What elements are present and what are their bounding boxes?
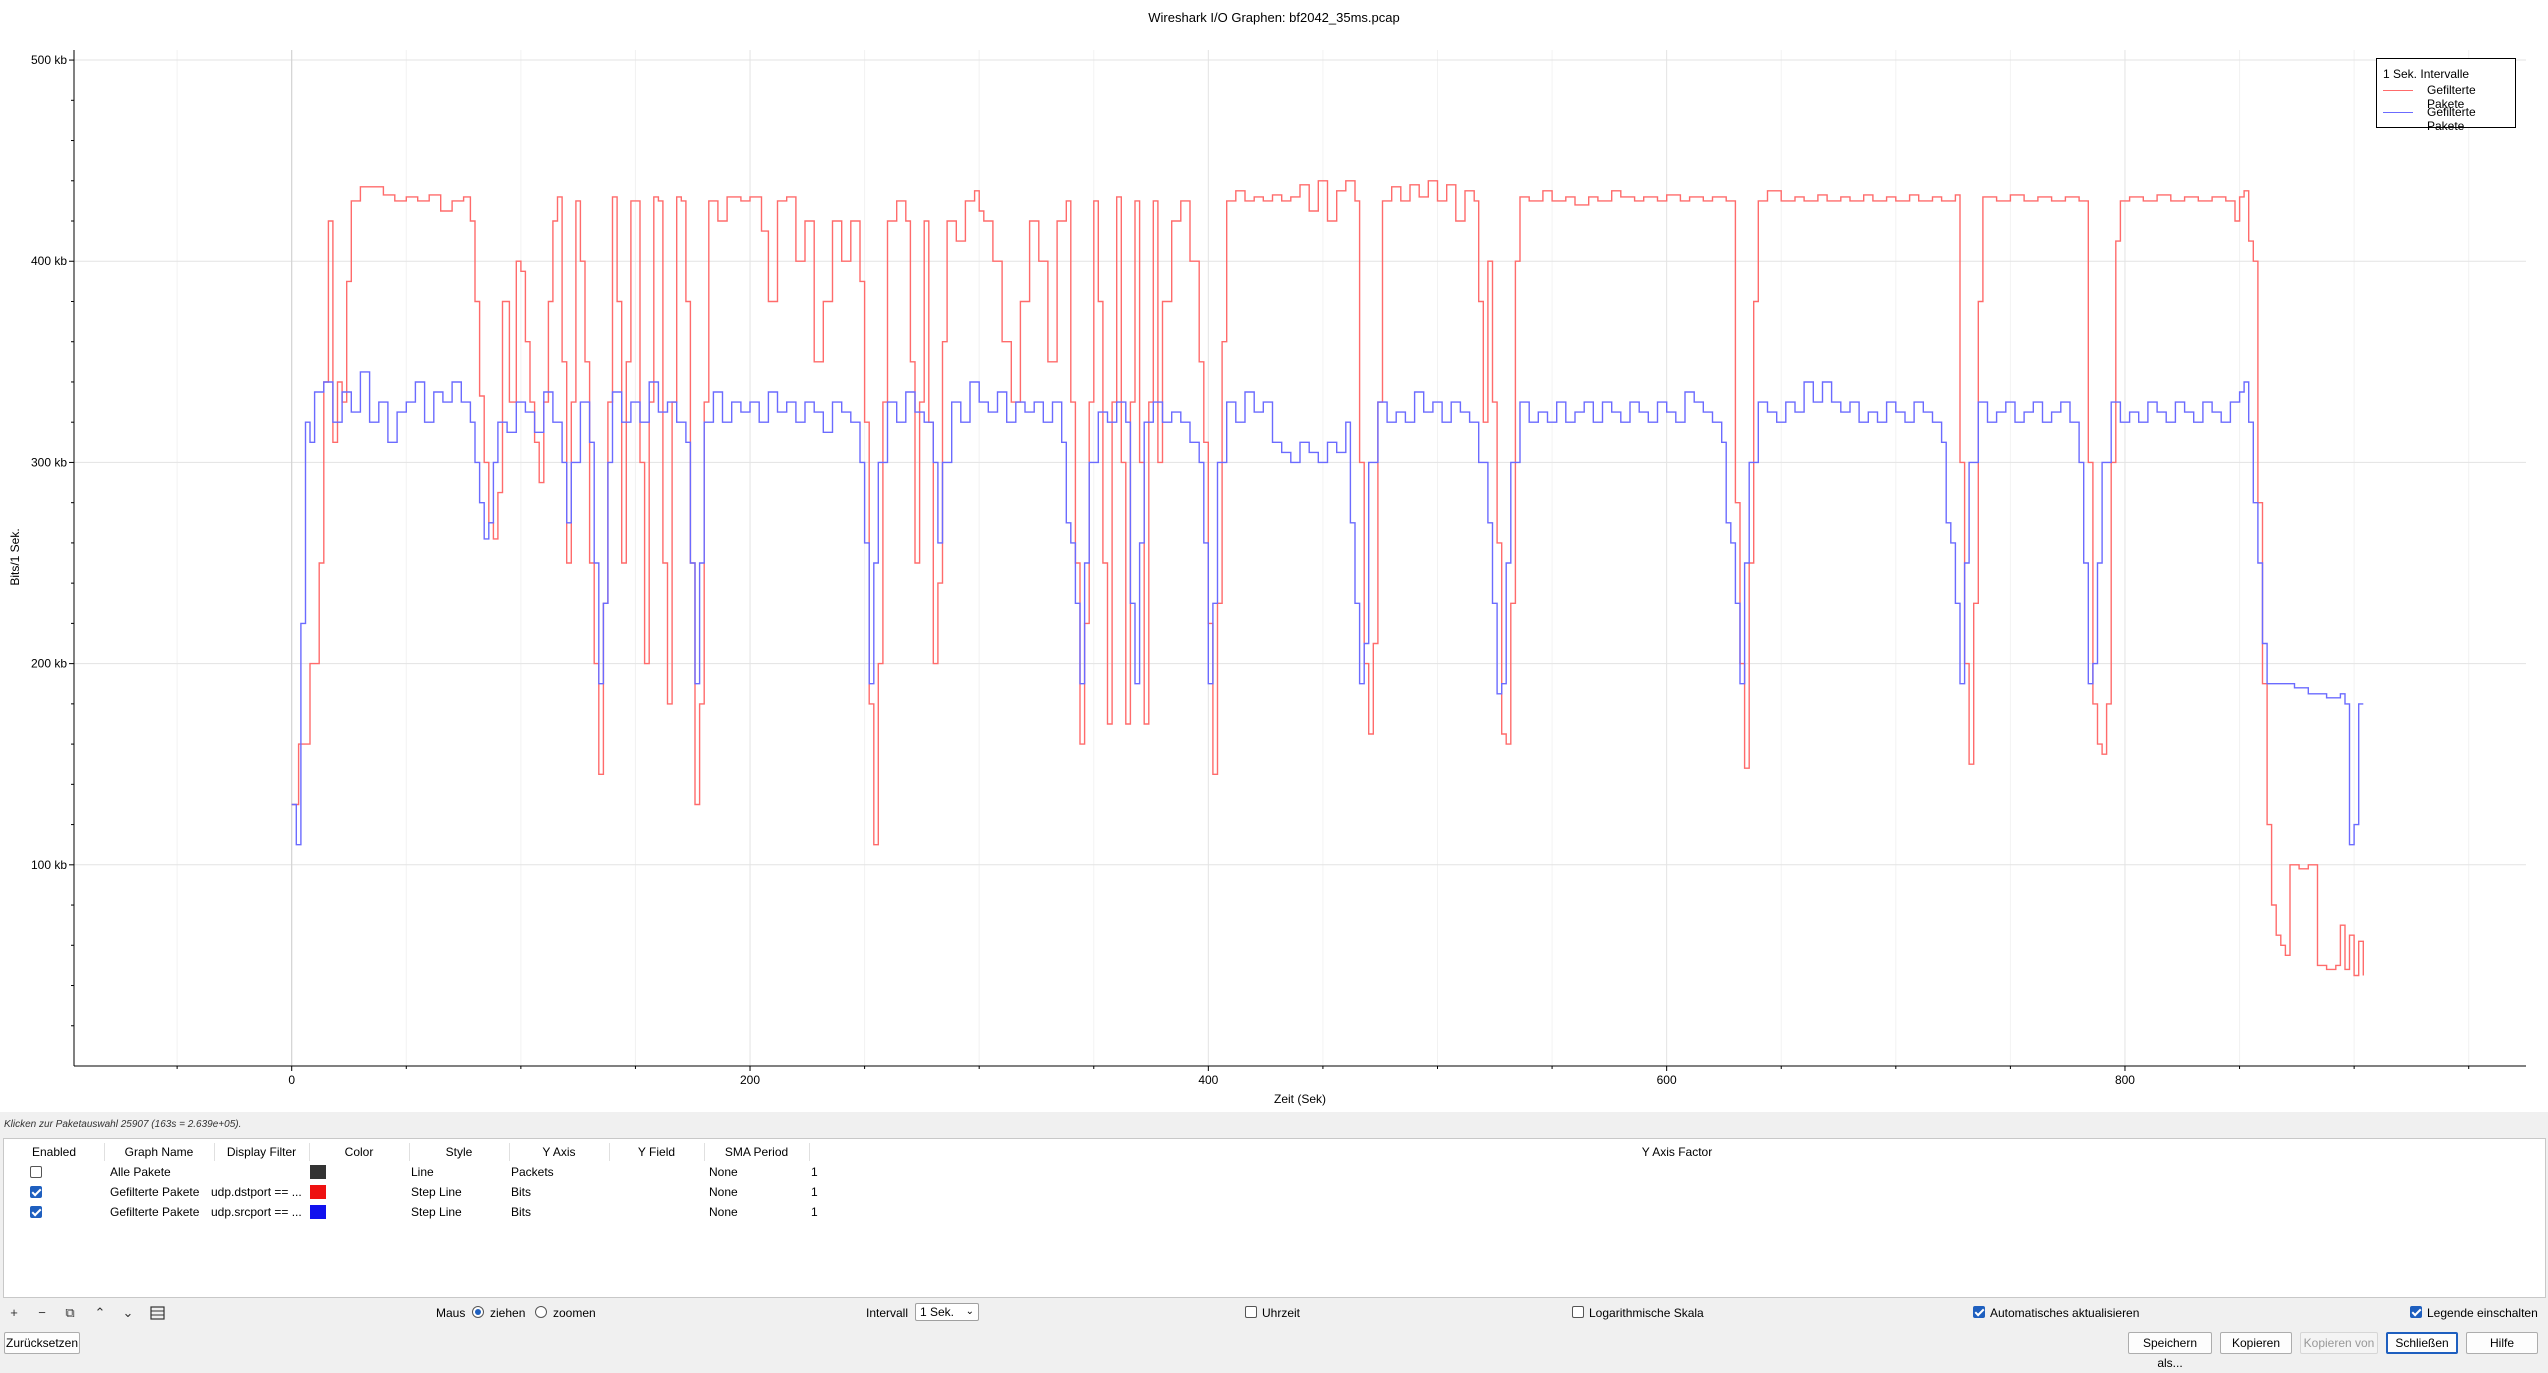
chevron-down-icon: ⌄ [965,1306,974,1317]
move-down-button[interactable]: ⌄ [122,1305,134,1320]
legend-swatch-blue [2383,112,2413,113]
y-axis-label: Bits/1 Sek. [8,528,22,585]
x-tick-label: 800 [2115,1073,2135,1087]
legend-label: Gefilterte Pakete [2427,83,2476,111]
clock-time-checkbox[interactable] [1245,1306,1257,1318]
col-header-sma-period[interactable]: SMA Period [704,1143,810,1161]
color-swatch[interactable] [310,1185,326,1199]
factor-cell: 1 [811,1185,818,1199]
display-filter-cell: udp.dstport == ... [211,1185,302,1199]
grid-lines [74,50,2526,1066]
y-tick-label: 100 kb [31,858,67,872]
y-tick-label: 400 kb [31,254,67,268]
legend-label: Gefilterte Pakete [2427,105,2476,133]
graph-name-cell: Alle Pakete [110,1165,171,1179]
io-graph-plot-area[interactable]: 0 200 400 600 800 100 kb 200 kb 300 kb 400 kb 500… [0,0,2548,1112]
legend-title: 1 Sek. Intervalle [2383,67,2470,81]
chart-legend: 1 Sek. Intervalle Gefilterte Pakete Gefi… [2376,58,2516,133]
display-filter-cell: udp.srcport == ... [211,1205,302,1219]
copy-from-button[interactable]: Kopieren von [2300,1332,2378,1354]
x-tick-label: 400 [1198,1073,1218,1087]
add-graph-button[interactable]: + [10,1305,18,1320]
graph-name-cell: Gefilterte Pakete [110,1185,200,1199]
x-axis-label: Zeit (Sek) [1274,1092,1326,1106]
color-swatch[interactable] [310,1165,326,1179]
sma-cell: None [709,1185,738,1199]
factor-cell: 1 [811,1205,818,1219]
show-legend-checkbox[interactable] [2410,1306,2422,1318]
y-axis-cell: Bits [511,1185,532,1199]
copy-graph-button[interactable]: ⧉ [65,1305,75,1320]
interval-select-value: 1 Sek. [920,1305,955,1319]
series-line-1[interactable] [291,371,2364,846]
dialog-button-bar: Zurücksetzen Speichern als... Kopieren K… [0,1330,2548,1370]
table-clear-icon [150,1306,165,1320]
col-header-enabled[interactable]: Enabled [4,1143,105,1161]
interval-label: Intervall [866,1306,909,1320]
tick-labels: 0 200 400 600 800 100 kb 200 kb 300 kb 400 kb 500… [31,53,2135,1087]
log-scale-checkbox[interactable] [1572,1306,1584,1318]
y-axis-cell: Bits [511,1205,532,1219]
auto-update-label[interactable]: Automatisches aktualisieren [1990,1306,2140,1320]
legend-swatch-red [2383,90,2413,91]
sma-cell: None [709,1205,738,1219]
col-header-graph-name[interactable]: Graph Name [104,1143,215,1161]
close-button[interactable]: Schließen [2386,1332,2458,1354]
color-swatch[interactable] [310,1205,326,1219]
series-lines [291,180,2364,977]
y-tick-label: 200 kb [31,657,67,671]
remove-graph-button[interactable]: − [38,1305,46,1320]
sma-cell: None [709,1165,738,1179]
status-hint: Klicken zur Paketauswahl 25907 (163s = 2… [4,1119,242,1130]
col-header-y-axis-factor[interactable]: Y Axis Factor [1641,1145,1713,1159]
auto-update-checkbox[interactable] [1973,1306,1985,1318]
table-row[interactable]: Gefilterte Pakete udp.srcport == ... Ste… [4,1202,824,1222]
save-as-button[interactable]: Speichern als... [2128,1332,2212,1370]
x-tick-label: 200 [740,1073,760,1087]
col-header-display-filter[interactable]: Display Filter [214,1143,310,1161]
x-tick-label: 600 [1657,1073,1677,1087]
y-tick-label: 300 kb [31,455,67,469]
help-button[interactable]: Hilfe [2466,1332,2538,1354]
clock-time-label[interactable]: Uhrzeit [1262,1306,1301,1320]
plot-title: Wireshark I/O Graphen: bf2042_35ms.pcap [1148,10,1400,25]
col-header-y-field[interactable]: Y Field [609,1143,705,1161]
show-legend-label[interactable]: Legende einschalten [2427,1306,2538,1320]
graph-toolbar: + − ⧉ ⌃ ⌄ Maus ziehen zoomen Intervall 1… [0,1300,2548,1326]
enabled-checkbox[interactable] [30,1186,42,1198]
reset-button[interactable]: Zurücksetzen [4,1332,80,1354]
y-axis-cell: Packets [511,1165,554,1179]
legend-entry-dst: Gefilterte Pakete [2383,83,2513,111]
mouse-drag-radio[interactable] [472,1306,484,1318]
enabled-checkbox[interactable] [30,1206,42,1218]
move-up-button[interactable]: ⌃ [94,1305,106,1320]
table-row[interactable]: Gefilterte Pakete udp.dstport == ... Ste… [4,1182,824,1202]
col-header-color[interactable]: Color [309,1143,410,1161]
io-graph-chart[interactable]: 0 200 400 600 800 100 kb 200 kb 300 kb 400 kb 500… [0,0,2548,1112]
x-tick-label: 0 [288,1073,295,1087]
enabled-checkbox[interactable] [30,1166,42,1178]
col-header-y-axis[interactable]: Y Axis [509,1143,610,1161]
series-line-0[interactable] [291,180,2364,977]
mouse-zoom-radio[interactable] [535,1306,547,1318]
col-header-style[interactable]: Style [409,1143,510,1161]
style-cell: Step Line [411,1185,462,1199]
legend-entry-src: Gefilterte Pakete [2383,105,2513,133]
graph-table[interactable]: Enabled Graph Name Display Filter Color … [3,1138,2546,1298]
style-cell: Line [411,1165,434,1179]
clear-graphs-button[interactable] [148,1303,168,1323]
graph-name-cell: Gefilterte Pakete [110,1205,200,1219]
style-cell: Step Line [411,1205,462,1219]
factor-cell: 1 [811,1165,818,1179]
log-scale-label[interactable]: Logarithmische Skala [1589,1306,1704,1320]
mouse-zoom-label[interactable]: zoomen [553,1306,596,1320]
mouse-label: Maus [436,1306,466,1320]
copy-button[interactable]: Kopieren [2220,1332,2292,1354]
mouse-drag-label[interactable]: ziehen [490,1306,526,1320]
table-row[interactable]: Alle Pakete Line Packets None 1 [4,1162,824,1182]
axes [69,50,2526,1071]
y-tick-label: 500 kb [31,53,67,67]
interval-select[interactable]: 1 Sek. ⌄ [915,1303,979,1321]
